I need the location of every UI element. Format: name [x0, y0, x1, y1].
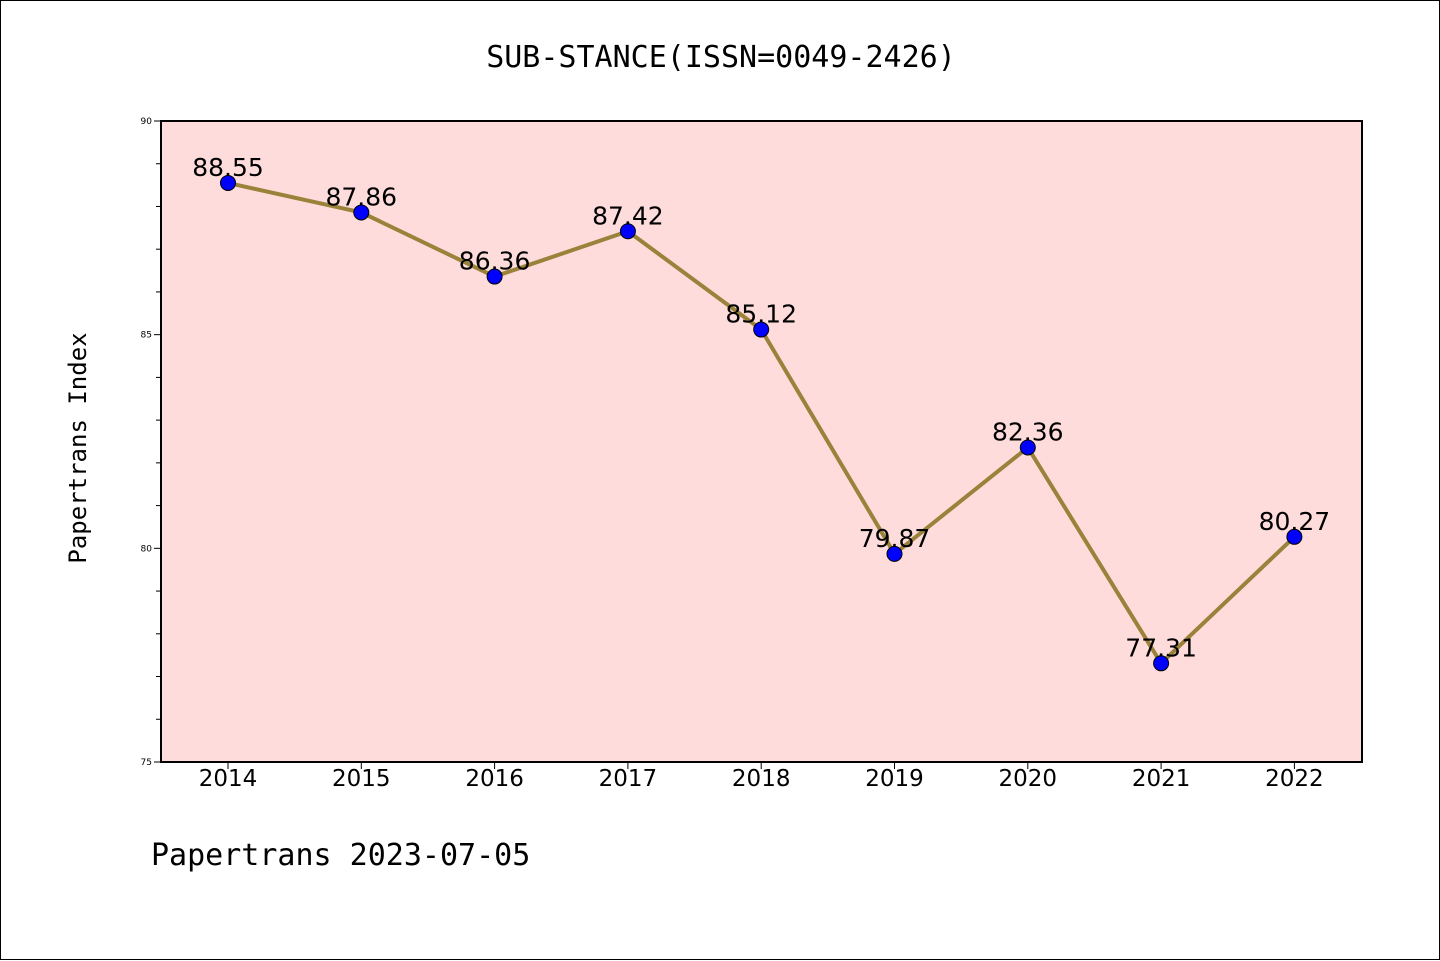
data-label: 86.36: [459, 247, 531, 276]
data-point: [486, 268, 503, 285]
x-tick-label: 2014: [199, 766, 258, 792]
x-tick-label: 2019: [865, 766, 924, 792]
data-point: [1286, 528, 1303, 545]
data-label: 82.36: [992, 417, 1064, 446]
plot-area: [160, 120, 1363, 763]
x-tick-label: 2016: [465, 766, 524, 792]
data-point: [1019, 439, 1036, 456]
y-tick-label: 90: [141, 117, 153, 127]
data-label: 88.55: [192, 153, 264, 182]
data-point: [1153, 655, 1170, 672]
data-label: 87.42: [592, 201, 664, 230]
x-tick-label: 2021: [1132, 766, 1191, 792]
data-point: [886, 545, 903, 562]
data-point: [619, 223, 636, 240]
data-label: 79.87: [859, 524, 931, 553]
x-tick-label: 2020: [999, 766, 1058, 792]
data-label: 80.27: [1259, 507, 1331, 536]
y-tick-label: 75: [141, 758, 152, 768]
x-tick-label: 2015: [332, 766, 391, 792]
data-label: 77.31: [1125, 633, 1197, 662]
data-point: [353, 204, 370, 221]
y-axis-label: Papertrans Index: [64, 332, 92, 563]
data-point: [220, 174, 236, 191]
footer-text: Papertrans 2023-07-05: [151, 838, 530, 873]
chart-title: SUB-STANCE(ISSN=0049-2426): [486, 40, 956, 75]
y-tick-label: 85: [141, 331, 152, 341]
x-tick-label: 2017: [599, 766, 658, 792]
data-point: [753, 321, 770, 338]
x-tick-label: 2022: [1265, 766, 1324, 792]
y-tick-label: 80: [141, 544, 153, 554]
data-label: 85.12: [725, 300, 797, 329]
x-tick-label: 2018: [732, 766, 791, 792]
data-label: 87.86: [326, 182, 398, 211]
